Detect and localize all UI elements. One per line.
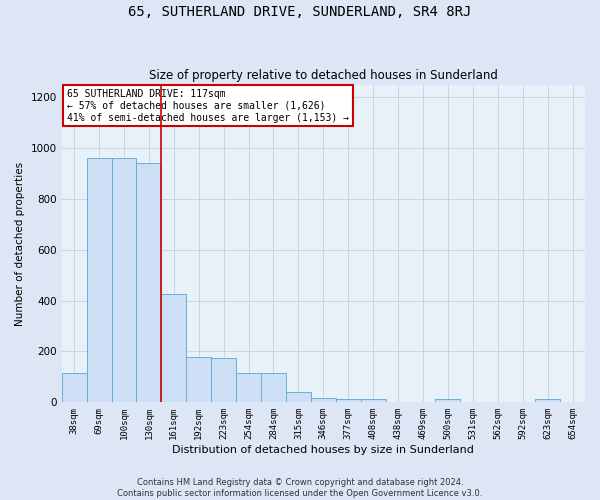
Bar bbox=[136, 164, 161, 402]
Title: Size of property relative to detached houses in Sunderland: Size of property relative to detached ho… bbox=[149, 69, 498, 82]
Bar bbox=[436, 400, 460, 402]
Bar bbox=[286, 392, 311, 402]
Text: 65, SUTHERLAND DRIVE, SUNDERLAND, SR4 8RJ: 65, SUTHERLAND DRIVE, SUNDERLAND, SR4 8R… bbox=[128, 5, 472, 19]
Bar bbox=[112, 158, 136, 402]
Bar bbox=[261, 373, 286, 402]
X-axis label: Distribution of detached houses by size in Sunderland: Distribution of detached houses by size … bbox=[172, 445, 474, 455]
Bar bbox=[236, 373, 261, 402]
Bar bbox=[161, 294, 186, 403]
Text: 65 SUTHERLAND DRIVE: 117sqm
← 57% of detached houses are smaller (1,626)
41% of : 65 SUTHERLAND DRIVE: 117sqm ← 57% of det… bbox=[67, 90, 349, 122]
Bar bbox=[361, 400, 386, 402]
Bar bbox=[62, 373, 86, 402]
Bar bbox=[535, 400, 560, 402]
Y-axis label: Number of detached properties: Number of detached properties bbox=[15, 162, 25, 326]
Bar bbox=[86, 158, 112, 402]
Bar bbox=[311, 398, 336, 402]
Bar bbox=[211, 358, 236, 403]
Bar bbox=[186, 356, 211, 403]
Bar bbox=[336, 400, 361, 402]
Text: Contains HM Land Registry data © Crown copyright and database right 2024.
Contai: Contains HM Land Registry data © Crown c… bbox=[118, 478, 482, 498]
